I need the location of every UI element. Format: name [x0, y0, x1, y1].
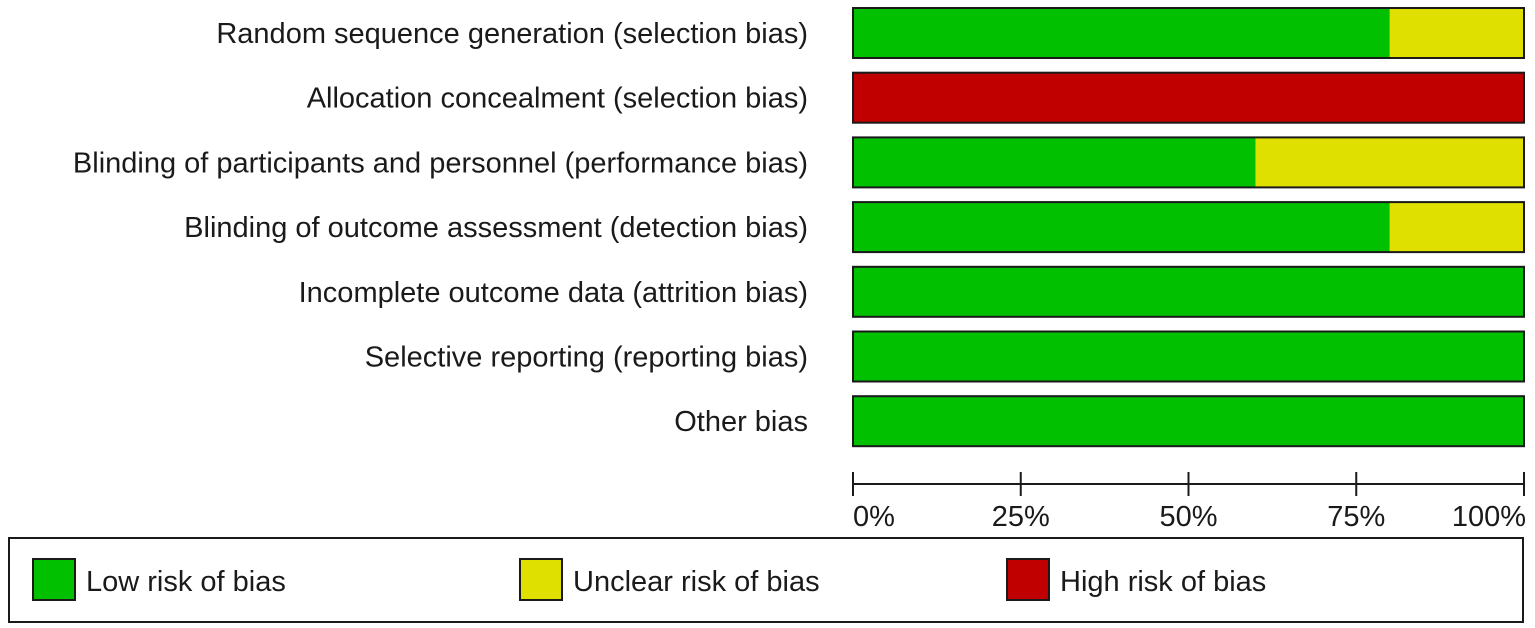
x-axis: 0% 25% 50% 75% 100% — [852, 472, 1526, 533]
category-label: Random sequence generation (selection bi… — [216, 18, 808, 50]
bar-segment-low-risk-of-bias — [853, 8, 1390, 58]
bar-outline — [852, 136, 1525, 189]
category-label: Allocation concealment (selection bias) — [307, 83, 808, 115]
bar-outline — [852, 7, 1525, 59]
legend-label: High risk of bias — [1060, 566, 1266, 598]
legend-label: Unclear risk of bias — [573, 566, 820, 598]
bar-segment-unclear-risk-of-bias — [1389, 202, 1524, 253]
category-labels: Random sequence generation (selection bi… — [73, 18, 808, 438]
legend-swatch-low-risk-of-bias — [32, 558, 76, 601]
legend-swatch-high-risk-of-bias — [1006, 558, 1050, 601]
category-label: Incomplete outcome data (attrition bias) — [299, 277, 808, 309]
bar-outline — [852, 265, 1525, 318]
bar-segment-low-risk-of-bias — [853, 137, 1256, 188]
bar-outline — [852, 395, 1525, 448]
x-tick-label: 25% — [992, 501, 1050, 533]
legend-box — [8, 537, 1524, 623]
bar-segment-low-risk-of-bias — [853, 202, 1390, 253]
category-label: Blinding of outcome assessment (detectio… — [184, 212, 808, 244]
x-tick-label: 0% — [853, 501, 895, 533]
x-tick-label: 100% — [1452, 501, 1526, 533]
legend: Low risk of bias Unclear risk of bias High… — [8, 537, 1524, 623]
x-tick-label: 75% — [1327, 501, 1385, 533]
category-label: Other bias — [674, 406, 808, 438]
legend-label: Low risk of bias — [86, 566, 286, 598]
bar-segment-low-risk-of-bias — [853, 396, 1524, 447]
bar-segment-low-risk-of-bias — [853, 331, 1524, 382]
legend-swatch-unclear-risk-of-bias — [519, 558, 563, 601]
bar-segment-unclear-risk-of-bias — [1255, 137, 1524, 188]
category-label: Selective reporting (reporting bias) — [365, 342, 808, 374]
bar-segment-unclear-risk-of-bias — [1389, 8, 1524, 58]
bar-outline — [852, 71, 1525, 124]
category-label: Blinding of participants and personnel (… — [73, 147, 808, 179]
bar-segment-low-risk-of-bias — [853, 266, 1524, 317]
bar-outline — [852, 330, 1525, 383]
bar-outline — [852, 201, 1525, 254]
bar-segment-high-risk-of-bias — [853, 72, 1524, 123]
bars — [852, 7, 1525, 448]
x-tick-label: 50% — [1159, 501, 1217, 533]
